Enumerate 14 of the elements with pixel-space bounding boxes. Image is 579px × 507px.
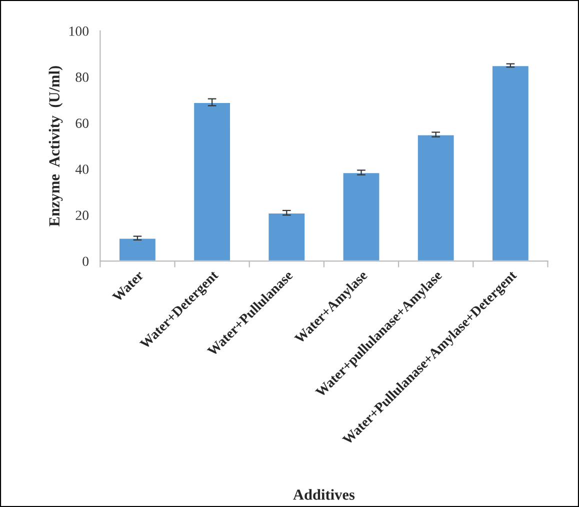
x-axis-title: Additives (293, 489, 355, 500)
y-tick-label: 40 (75, 164, 89, 174)
y-axis-title: Enzyme Activity (U/ml) (48, 66, 63, 226)
bar (118, 237, 157, 262)
bar (192, 102, 232, 262)
y-tick-label: 60 (76, 118, 89, 128)
bar (491, 64, 530, 262)
y-tick-label: 80 (76, 72, 89, 82)
y-tick-label: 20 (76, 210, 89, 220)
y-tick-label: 0 (82, 256, 89, 266)
bar (416, 134, 456, 262)
bar (342, 172, 381, 262)
y-tick-label: 100 (69, 26, 89, 36)
bar (267, 212, 306, 262)
